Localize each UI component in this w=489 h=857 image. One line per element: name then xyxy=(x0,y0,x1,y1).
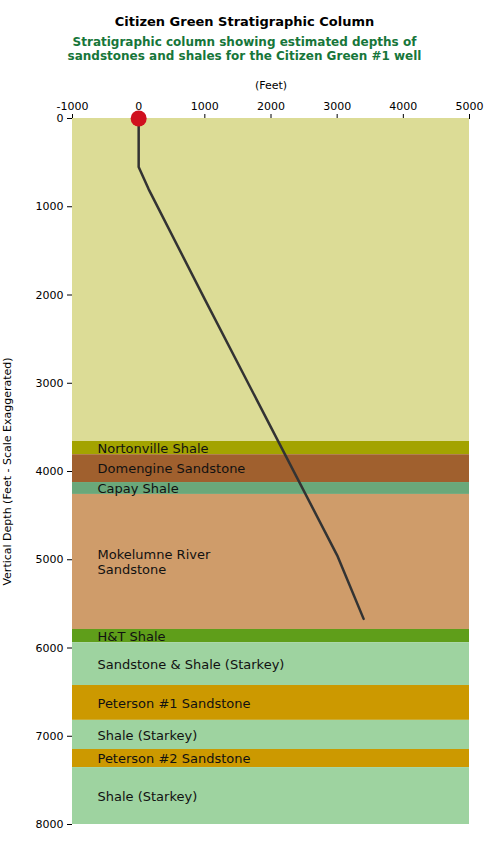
svg-text:0: 0 xyxy=(135,99,143,113)
svg-text:Peterson #2 Sandstone: Peterson #2 Sandstone xyxy=(98,751,251,766)
html-text:Citizen Green Stratigraphic Co: Citizen Green Stratigraphic Column xyxy=(114,14,375,29)
svg-text:4000: 4000 xyxy=(389,100,417,113)
svg-text:2000: 2000 xyxy=(257,100,285,113)
svg-text:3000: 3000 xyxy=(323,100,351,113)
svg-text:Sandstone & Shale (Starkey): Sandstone & Shale (Starkey) xyxy=(98,657,285,672)
svg-text:6000: 6000 xyxy=(36,642,64,655)
svg-text:Nortonville Shale: Nortonville Shale xyxy=(98,441,209,456)
svg-text:H&T Shale: H&T Shale xyxy=(98,629,166,644)
svg-text:7000: 7000 xyxy=(36,730,64,743)
svg-text:Mokelumne RiverSandstone: Mokelumne RiverSandstone xyxy=(98,547,211,577)
svg-text:Capay Shale: Capay Shale xyxy=(98,481,179,496)
svg-text:5000: 5000 xyxy=(36,553,64,566)
svg-text:-1000: -1000 xyxy=(57,100,89,113)
svg-text:0: 0 xyxy=(57,112,64,125)
svg-text:8000: 8000 xyxy=(36,818,64,831)
html-text:Stratigraphic column showing e: Stratigraphic column showing estimated d… xyxy=(67,35,422,63)
svg-text:Shale (Starkey): Shale (Starkey) xyxy=(98,728,198,743)
svg-text:(Feet): (Feet) xyxy=(255,79,287,92)
svg-text:Peterson #1 Sandstone: Peterson #1 Sandstone xyxy=(98,696,251,711)
svg-text:4000: 4000 xyxy=(36,465,64,478)
svg-text:1000: 1000 xyxy=(191,100,219,113)
svg-text:1000: 1000 xyxy=(36,200,64,213)
svg-text:Domengine Sandstone: Domengine Sandstone xyxy=(98,461,246,476)
svg-text:3000: 3000 xyxy=(36,377,64,390)
svg-text:2000: 2000 xyxy=(36,289,64,302)
svg-text:Vertical Depth (Feet - Scale E: Vertical Depth (Feet - Scale Exaggerated… xyxy=(1,357,14,585)
svg-text:5000: 5000 xyxy=(456,100,484,113)
svg-text:Shale (Starkey): Shale (Starkey) xyxy=(98,789,198,804)
